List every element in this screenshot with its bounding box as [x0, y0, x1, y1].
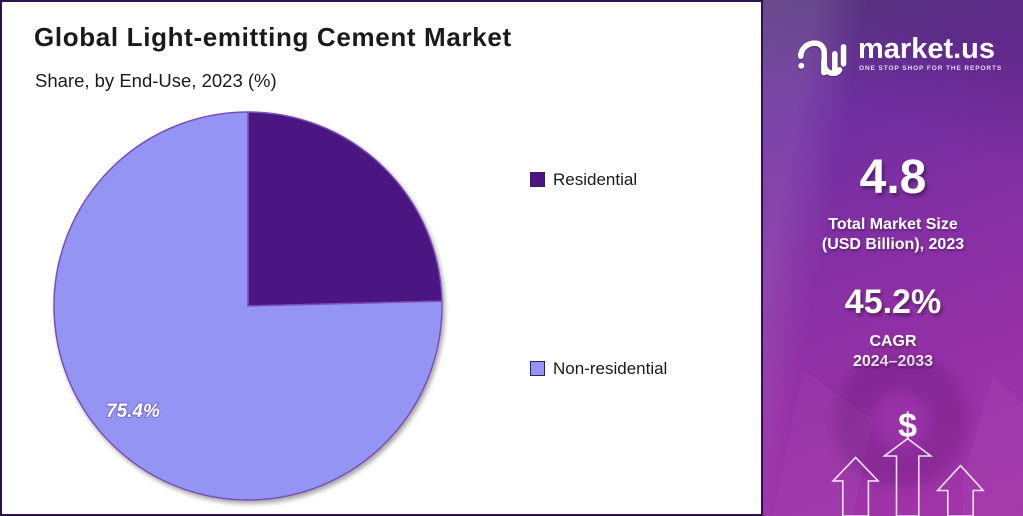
svg-text:75.4%: 75.4%	[106, 401, 160, 422]
svg-text:$: $	[898, 407, 917, 445]
